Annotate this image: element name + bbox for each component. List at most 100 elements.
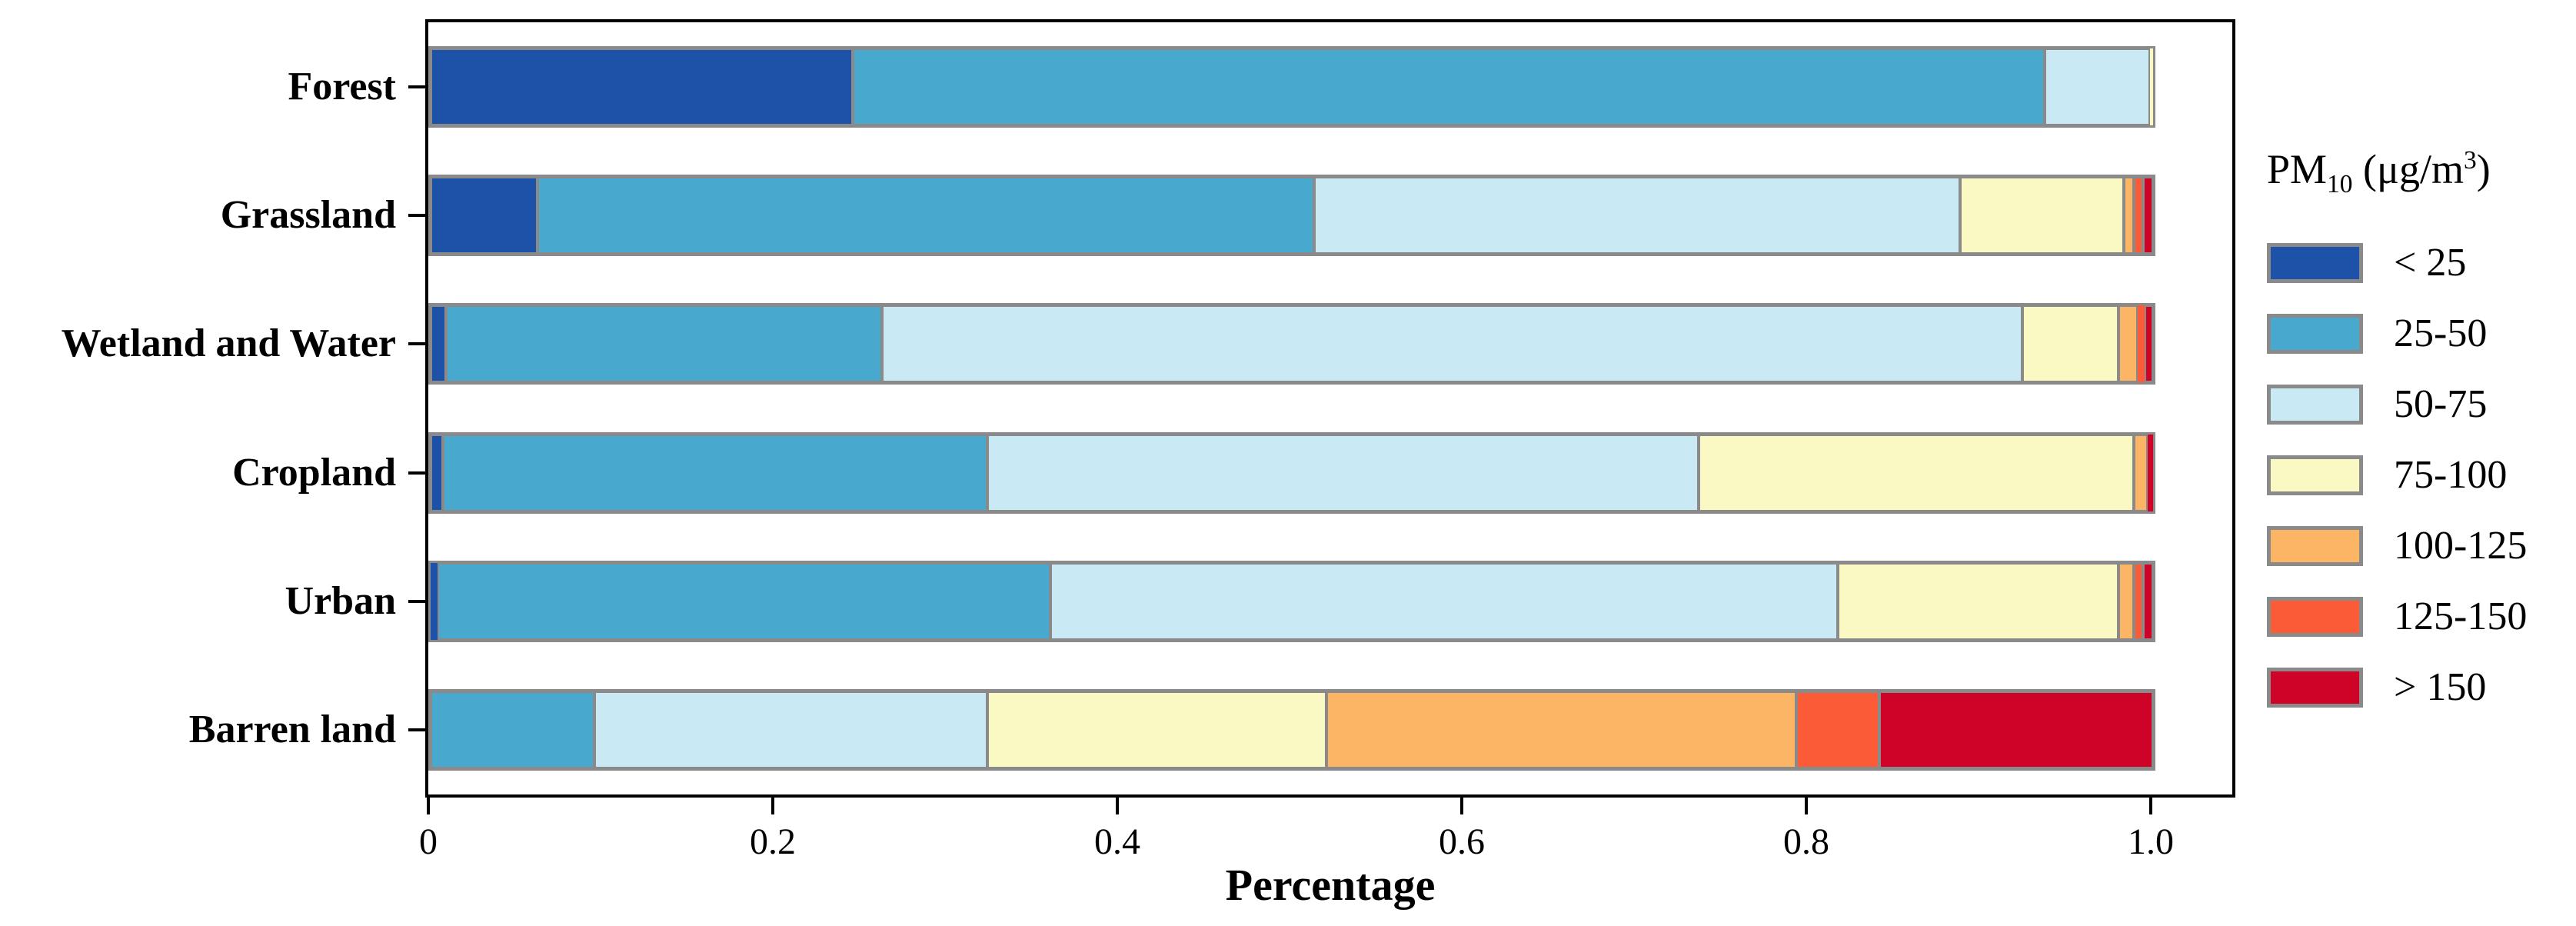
bar-segment-barren-land-75-100: [987, 691, 1326, 769]
bar-segment-grassland-125-150: [2134, 177, 2143, 254]
bar-forest: [428, 45, 2155, 128]
x-axis-title: Percentage: [1225, 860, 1436, 910]
y-tick-mark: [408, 85, 425, 88]
y-tick-label-urban: Urban: [285, 579, 396, 623]
x-tick-label-0-2: 0.2: [750, 821, 796, 862]
bar-grassland: [428, 175, 2155, 256]
legend-item--150: > 150: [2267, 652, 2574, 723]
bar-segment-urban--25: [431, 563, 438, 640]
bar-segment-wetland-and-water-100-125: [2118, 305, 2138, 383]
bar-segment-forest-25-50: [852, 48, 2045, 125]
bar-segment-wetland-and-water-25-50: [446, 305, 882, 383]
y-tick-mark: [408, 214, 425, 217]
x-tick-mark: [771, 798, 774, 814]
bar-segment-wetland-and-water--25: [431, 305, 447, 383]
bar-segment-wetland-and-water-125-150: [2137, 305, 2145, 383]
bar-segment-forest-75-100: [2149, 48, 2153, 125]
legend-items: < 25 25-50 50-75 75-100 100-125 125-150 > 150: [2267, 228, 2574, 723]
bar-segment-barren-land-125-150: [1796, 691, 1879, 769]
bar-segment-wetland-and-water-75-100: [2022, 305, 2119, 383]
legend-swatch-75-100: [2267, 455, 2363, 496]
y-tick-label-grassland: Grassland: [220, 193, 396, 237]
bar-segment-forest-50-75: [2044, 48, 2150, 125]
legend-swatch-25-50: [2267, 314, 2363, 355]
legend-item-100-125: 100-125: [2267, 511, 2574, 581]
legend-swatch-100-125: [2267, 526, 2363, 567]
legend-title: PM10 (μg/m3): [2267, 148, 2574, 197]
x-tick-label-0-8: 0.8: [1783, 821, 1829, 862]
legend-label-125-150: 125-150: [2394, 595, 2528, 639]
x-tick-mark: [1460, 798, 1463, 814]
bar-segment-urban-75-100: [1838, 563, 2119, 640]
legend-item-50-75: 50-75: [2267, 369, 2574, 440]
bar-segment-barren-land-50-75: [594, 691, 987, 769]
legend-swatch--150: [2267, 668, 2363, 708]
bar-segment-wetland-and-water-50-75: [881, 305, 2022, 383]
bar-segment-cropland-75-100: [1698, 434, 2135, 511]
x-tick-label-1-0: 1.0: [2128, 821, 2174, 862]
legend-item--25: < 25: [2267, 228, 2574, 298]
bar-segment-grassland--25: [431, 177, 537, 254]
legend-swatch-50-75: [2267, 385, 2363, 425]
bar-segment-urban-25-50: [437, 563, 1051, 640]
y-tick-label-wetland-and-water: Wetland and Water: [61, 321, 396, 366]
legend-label--25: < 25: [2394, 241, 2467, 285]
bar-segment-urban-125-150: [2134, 563, 2143, 640]
y-tick-label-forest: Forest: [288, 64, 396, 108]
x-tick-mark: [1116, 798, 1119, 814]
bar-segment-cropland-100-125: [2134, 434, 2148, 511]
bar-cropland: [428, 431, 2155, 514]
legend-title-subscript: 10: [2327, 169, 2353, 198]
y-tick-mark: [408, 728, 425, 732]
y-tick-label-barren-land: Barren land: [188, 708, 396, 752]
x-tick-label-0-4: 0.4: [1094, 821, 1140, 862]
bar-segment-grassland-75-100: [1960, 177, 2124, 254]
bar-barren-land: [428, 689, 2155, 771]
y-tick-mark: [408, 471, 425, 475]
bar-segment-cropland-25-50: [442, 434, 987, 511]
bar-segment-cropland-50-75: [987, 434, 1699, 511]
x-tick-mark: [2149, 798, 2152, 814]
legend-label--150: > 150: [2394, 665, 2487, 710]
bar-segment-forest--25: [431, 48, 853, 125]
bar-wetland-and-water: [428, 303, 2155, 385]
bar-segment-urban-50-75: [1050, 563, 1839, 640]
y-tick-label-cropland: Cropland: [232, 450, 396, 495]
legend-title-superscript: 3: [2463, 146, 2477, 175]
bar-segment-grassland-25-50: [537, 177, 1315, 254]
legend-swatch--25: [2267, 243, 2363, 284]
x-tick-mark: [427, 798, 430, 814]
legend-title-unit: (μg/m: [2352, 146, 2464, 192]
legend-label-75-100: 75-100: [2394, 453, 2508, 498]
y-tick-mark: [408, 342, 425, 346]
bar-urban: [428, 561, 2155, 642]
plot-area: [428, 22, 2232, 794]
legend-label-25-50: 25-50: [2394, 311, 2488, 356]
legend-label-50-75: 50-75: [2394, 382, 2488, 427]
x-tick-mark: [1805, 798, 1808, 814]
bar-segment-urban-100-125: [2118, 563, 2135, 640]
y-tick-mark: [408, 600, 425, 603]
legend: PM10 (μg/m3) < 25 25-50 50-75 75-100 100-125…: [2267, 148, 2574, 723]
bar-segment-barren-land-25-50: [431, 691, 594, 769]
legend-label-100-125: 100-125: [2394, 524, 2528, 568]
bar-segment-grassland--150: [2142, 177, 2153, 254]
bar-segment-barren-land--150: [1879, 691, 2153, 769]
legend-item-125-150: 125-150: [2267, 581, 2574, 652]
bar-segment-cropland--150: [2148, 434, 2153, 511]
bar-segment-barren-land-100-125: [1326, 691, 1797, 769]
legend-title-pm: PM: [2267, 146, 2328, 192]
x-tick-label-0-6: 0.6: [1439, 821, 1485, 862]
legend-item-25-50: 25-50: [2267, 298, 2574, 369]
bar-segment-wetland-and-water--150: [2144, 305, 2153, 383]
bar-segment-urban--150: [2142, 563, 2153, 640]
bar-segment-cropland--25: [431, 434, 443, 511]
legend-swatch-125-150: [2267, 597, 2363, 638]
bar-segment-grassland-50-75: [1314, 177, 1961, 254]
legend-item-75-100: 75-100: [2267, 440, 2574, 511]
legend-title-close: ): [2476, 146, 2491, 192]
bar-segment-grassland-100-125: [2123, 177, 2135, 254]
x-tick-label-0: 0: [419, 821, 438, 862]
plot-frame: [425, 19, 2235, 798]
